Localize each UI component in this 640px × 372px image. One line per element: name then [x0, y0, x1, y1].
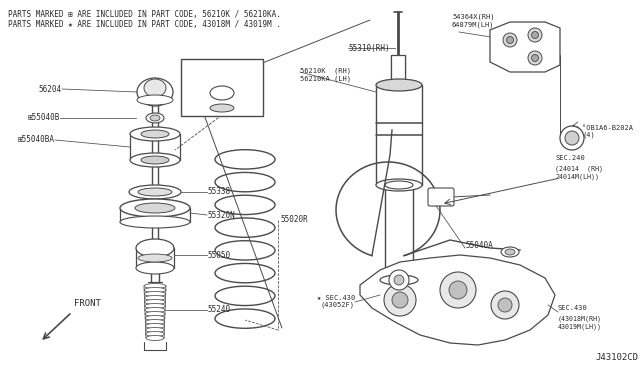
Ellipse shape [380, 275, 418, 285]
Text: PARTS MARKED ★ ARE INCLUDED IN PART CODE, 43018M / 43019M .: PARTS MARKED ★ ARE INCLUDED IN PART CODE… [8, 20, 281, 29]
Ellipse shape [145, 295, 166, 301]
Ellipse shape [376, 79, 422, 91]
Text: 55310(RH): 55310(RH) [348, 44, 390, 52]
Polygon shape [360, 255, 555, 345]
Ellipse shape [145, 320, 164, 324]
Ellipse shape [136, 239, 174, 257]
Ellipse shape [376, 179, 422, 191]
Text: 55320N: 55320N [207, 211, 235, 219]
Text: LH ONLY: LH ONLY [206, 68, 238, 77]
Text: 55338: 55338 [207, 187, 230, 196]
Ellipse shape [146, 336, 164, 340]
Ellipse shape [138, 188, 172, 196]
Circle shape [389, 270, 409, 290]
Text: ⊞55040BA: ⊞55040BA [18, 135, 55, 144]
Text: 43019M(LH)): 43019M(LH)) [558, 324, 602, 330]
Ellipse shape [144, 288, 166, 292]
Text: 55050: 55050 [207, 250, 230, 260]
Text: °OB1A6-B202A
(4): °OB1A6-B202A (4) [582, 125, 633, 138]
Text: 56204: 56204 [39, 84, 62, 93]
Circle shape [531, 32, 538, 38]
Circle shape [491, 291, 519, 319]
Ellipse shape [146, 327, 164, 333]
Text: (43018M(RH): (43018M(RH) [558, 315, 602, 321]
Text: SEC.430: SEC.430 [558, 305, 588, 311]
Ellipse shape [144, 283, 166, 289]
Text: PARTS MARKED ⊞ ARE INCLUDED IN PART CODE, 56210K / 56210KA.: PARTS MARKED ⊞ ARE INCLUDED IN PART CODE… [8, 10, 281, 19]
Text: FRONT: FRONT [74, 299, 101, 308]
Ellipse shape [135, 203, 175, 213]
Circle shape [384, 284, 416, 316]
Ellipse shape [210, 104, 234, 112]
Ellipse shape [120, 216, 190, 228]
Text: 55020R: 55020R [280, 215, 308, 224]
Ellipse shape [146, 113, 164, 123]
Circle shape [498, 298, 512, 312]
Ellipse shape [144, 292, 166, 296]
Text: (24014  (RH): (24014 (RH) [555, 165, 603, 171]
Ellipse shape [141, 130, 169, 138]
Ellipse shape [146, 331, 164, 337]
Circle shape [394, 275, 404, 285]
Text: SEC.240: SEC.240 [555, 155, 585, 161]
Circle shape [560, 126, 584, 150]
Bar [391, 55, 405, 85]
Ellipse shape [141, 156, 169, 164]
Circle shape [503, 33, 517, 47]
Text: 54364X(RH)
64879M(LH): 54364X(RH) 64879M(LH) [452, 14, 495, 28]
Text: ★ SEC.430
(43052F): ★ SEC.430 (43052F) [317, 295, 355, 308]
Ellipse shape [137, 95, 173, 105]
Text: 56210K  (RH)
56210KA (LH): 56210K (RH) 56210KA (LH) [300, 68, 351, 82]
Ellipse shape [210, 86, 234, 100]
Text: ⊞55040B: ⊞55040B [28, 113, 60, 122]
Text: 55040A: 55040A [465, 241, 493, 250]
Ellipse shape [130, 153, 180, 167]
Circle shape [440, 272, 476, 308]
Ellipse shape [145, 315, 165, 321]
FancyBboxPatch shape [428, 188, 454, 206]
FancyBboxPatch shape [181, 59, 263, 116]
Ellipse shape [150, 115, 160, 121]
Text: 55491M: 55491M [208, 78, 236, 87]
Ellipse shape [129, 185, 181, 199]
Ellipse shape [501, 247, 519, 257]
Ellipse shape [145, 308, 165, 312]
Text: 24014M(LH)): 24014M(LH)) [555, 174, 599, 180]
Ellipse shape [145, 304, 165, 308]
Text: J43102CD: J43102CD [595, 353, 638, 362]
Circle shape [531, 55, 538, 61]
Circle shape [528, 51, 542, 65]
Ellipse shape [120, 199, 190, 217]
Ellipse shape [505, 249, 515, 255]
Ellipse shape [137, 78, 173, 106]
Circle shape [392, 292, 408, 308]
Text: 55240: 55240 [207, 305, 230, 314]
Circle shape [449, 281, 467, 299]
Ellipse shape [145, 311, 165, 317]
Ellipse shape [144, 79, 166, 97]
Circle shape [565, 131, 579, 145]
Polygon shape [490, 22, 560, 72]
Ellipse shape [138, 254, 172, 262]
Ellipse shape [136, 262, 174, 274]
Ellipse shape [145, 324, 164, 328]
Ellipse shape [145, 299, 165, 305]
Ellipse shape [385, 181, 413, 189]
Circle shape [506, 36, 513, 44]
Circle shape [528, 28, 542, 42]
Ellipse shape [130, 127, 180, 141]
